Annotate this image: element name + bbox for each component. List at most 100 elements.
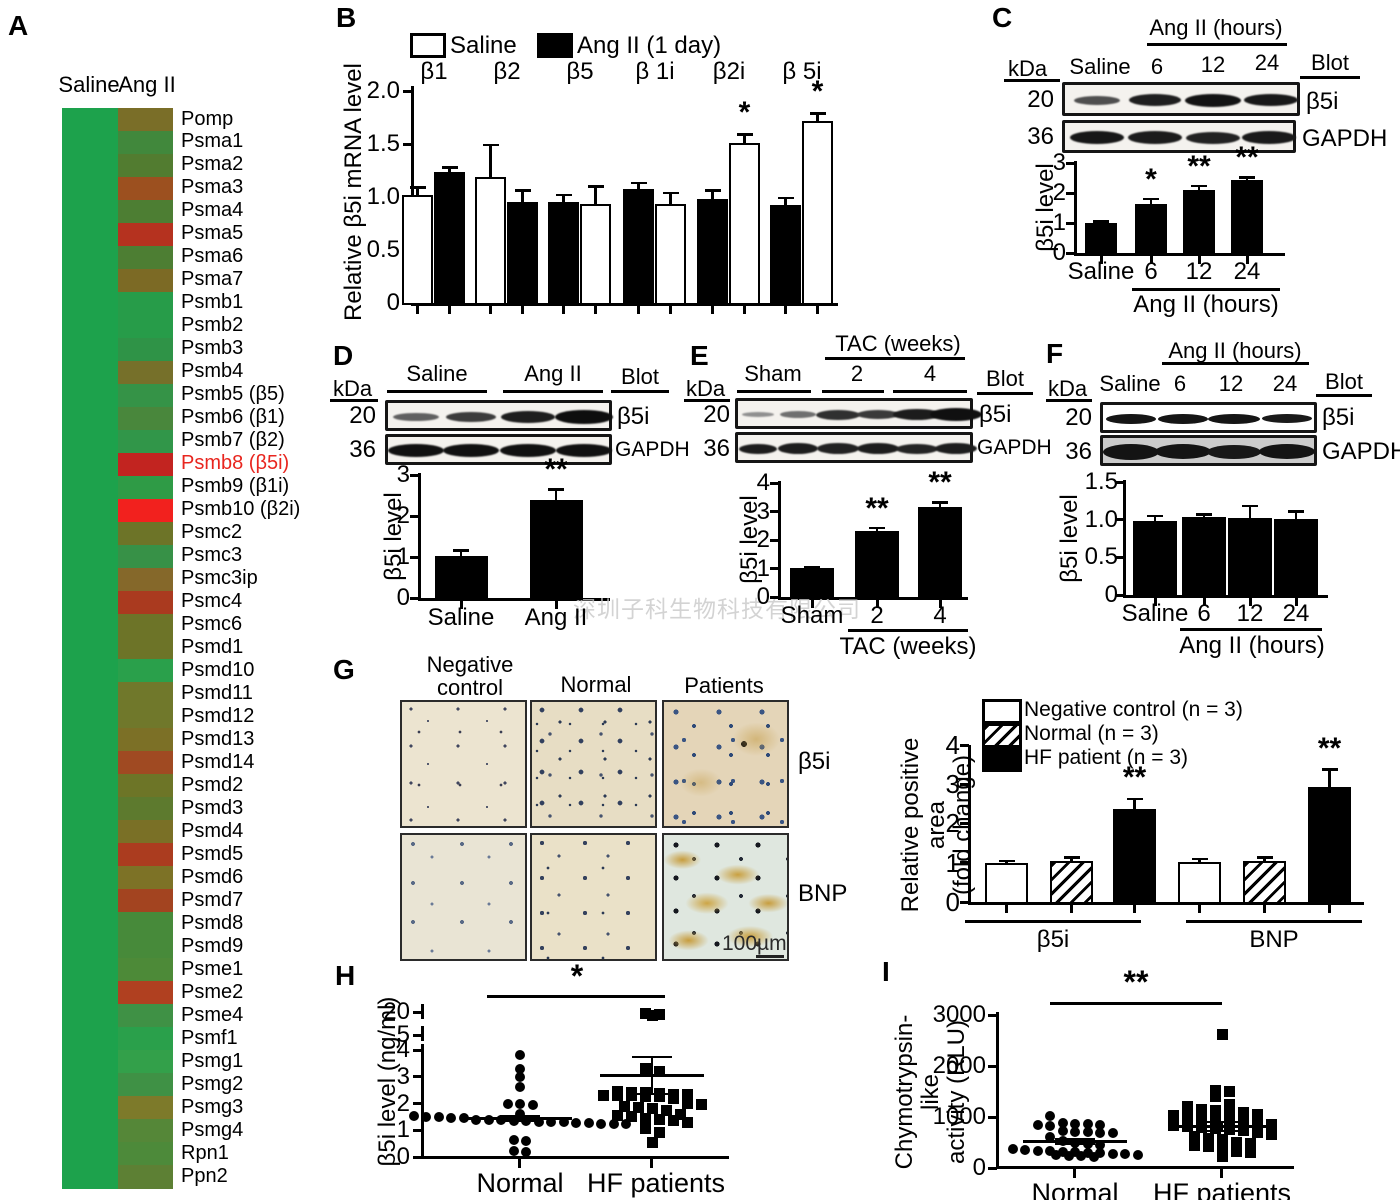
e-lane-sham: Sham [744,361,802,386]
i-scatter-point [1216,1028,1228,1040]
h-y-axis-segment-top [421,1004,424,1019]
e-xgroup-line [848,629,968,632]
h-scatter-point [596,1118,607,1129]
e-lane-2: 2 [850,361,864,386]
blot-band [857,443,899,454]
e-sig: ** [865,492,889,526]
i-x-tick-hf [1220,1169,1223,1178]
b-bar [802,120,833,305]
heatmap-cell-angii [118,108,173,132]
i-scatter-point [1063,1150,1074,1161]
heatmap-cell-angii [118,1119,173,1143]
h-scatter-point [653,1008,665,1020]
blot-band [1103,443,1159,460]
heatmap-cell-angii [118,1073,173,1097]
g-x-tick [1328,905,1331,913]
g-bar [1243,861,1286,904]
i-scatter-point [1095,1127,1105,1138]
heatmap-cell-angii [118,1165,173,1189]
i-scatter-point [1244,1138,1256,1150]
b-err-cap [777,196,794,200]
h-x-label-hf-patients: HF patients [586,1168,726,1198]
g-legend-swatch-hf-patient [982,747,1022,772]
b-bar [434,171,465,305]
heatmap-cell-saline [62,1165,118,1189]
e-err-cap [932,501,948,504]
f-y-tick-label: 0.5 [1084,543,1118,571]
panel-letter-h: H [335,960,356,991]
b-err-line [743,134,746,143]
g-row-label-b5i: β5i [798,748,831,775]
e-y-tick [770,481,779,485]
e-mw-36: 36 [703,435,730,462]
h-y-tick-label: 0 [396,1143,410,1170]
heatmap-cell-angii [118,1096,173,1120]
d-mw-20: 20 [349,402,376,429]
heatmap-cell-angii [118,521,173,546]
i-scatter-point [1107,1148,1118,1159]
blot-band [1186,131,1240,144]
c-blot-label: Blot [1311,50,1349,75]
g-x-tick [1133,905,1136,913]
heatmap-cell-saline [62,912,118,936]
i-normal-sem-cap-top [1055,1137,1095,1140]
gene-label: Psmb1 [181,291,244,314]
i-scatter-point [1216,1134,1228,1146]
d-x-axis-line [418,598,610,601]
f-x-label: 24 [1282,600,1310,627]
f-x-tick [1294,598,1298,606]
i-scatter-point [1223,1086,1235,1097]
b-sig: * [811,75,824,109]
d-kda-underline [330,399,378,402]
c-xgroup-line [1132,288,1280,291]
i-scatter-point [1209,1091,1221,1103]
b-x-tick [816,306,819,314]
g-legend-swatch-normal [982,723,1022,748]
i-x-axis-line [996,1166,1294,1169]
c-x-tick [1197,256,1201,264]
g-err-line [1198,858,1201,862]
g-scale-bar-label: 100µm [722,932,787,955]
h-scatter-point [653,1127,665,1139]
ihc-image-bnp-normal [530,833,657,961]
e-blot-label: Blot [986,366,1024,391]
c-err-line [1197,186,1201,190]
i-scatter-point [1045,1110,1055,1121]
d-sig: ** [544,453,568,487]
heatmap-cell-angii [118,130,173,155]
c-lane-saline: Saline [1069,54,1131,79]
gene-label: Psmd8 [181,911,244,934]
b-group-label: β5 [566,58,594,85]
b-err-line [816,113,819,121]
c-bar [1085,223,1117,255]
heatmap-cell-saline [62,475,118,500]
gene-label: Psmg2 [181,1072,244,1095]
h-scatter-point [515,1109,525,1120]
g-col-header-negative: Negative [426,652,514,677]
i-scatter-point [1076,1151,1087,1162]
g-group-label-b5i: β5i [1036,926,1070,953]
e-2wk-underline [822,390,884,393]
f-err-line [1248,506,1252,519]
blot-band [778,443,818,454]
gene-label: Psmd4 [181,819,244,842]
g-err-cap [1063,856,1080,859]
d-y-tick [410,596,419,600]
g-group-label-bnp: BNP [1249,926,1299,953]
e-x-label: 2 [870,602,884,629]
h-scatter-point [639,1063,651,1075]
g-err-cap [1191,857,1208,861]
h-scatter-point [621,1118,632,1129]
panel-letter-b: B [336,2,357,33]
heatmap-cell-angii [118,659,173,684]
blot-band [1185,93,1241,107]
c-y-axis-line [1074,161,1077,256]
panel-letter-f: F [1046,338,1064,369]
g-err-cap [998,859,1015,863]
f-err-cap [1288,510,1304,513]
e-mw-20: 20 [703,401,730,428]
b-bar [507,202,538,305]
i-scatter-point [1082,1147,1093,1158]
h-hf-sem-cap-top [632,1055,672,1058]
